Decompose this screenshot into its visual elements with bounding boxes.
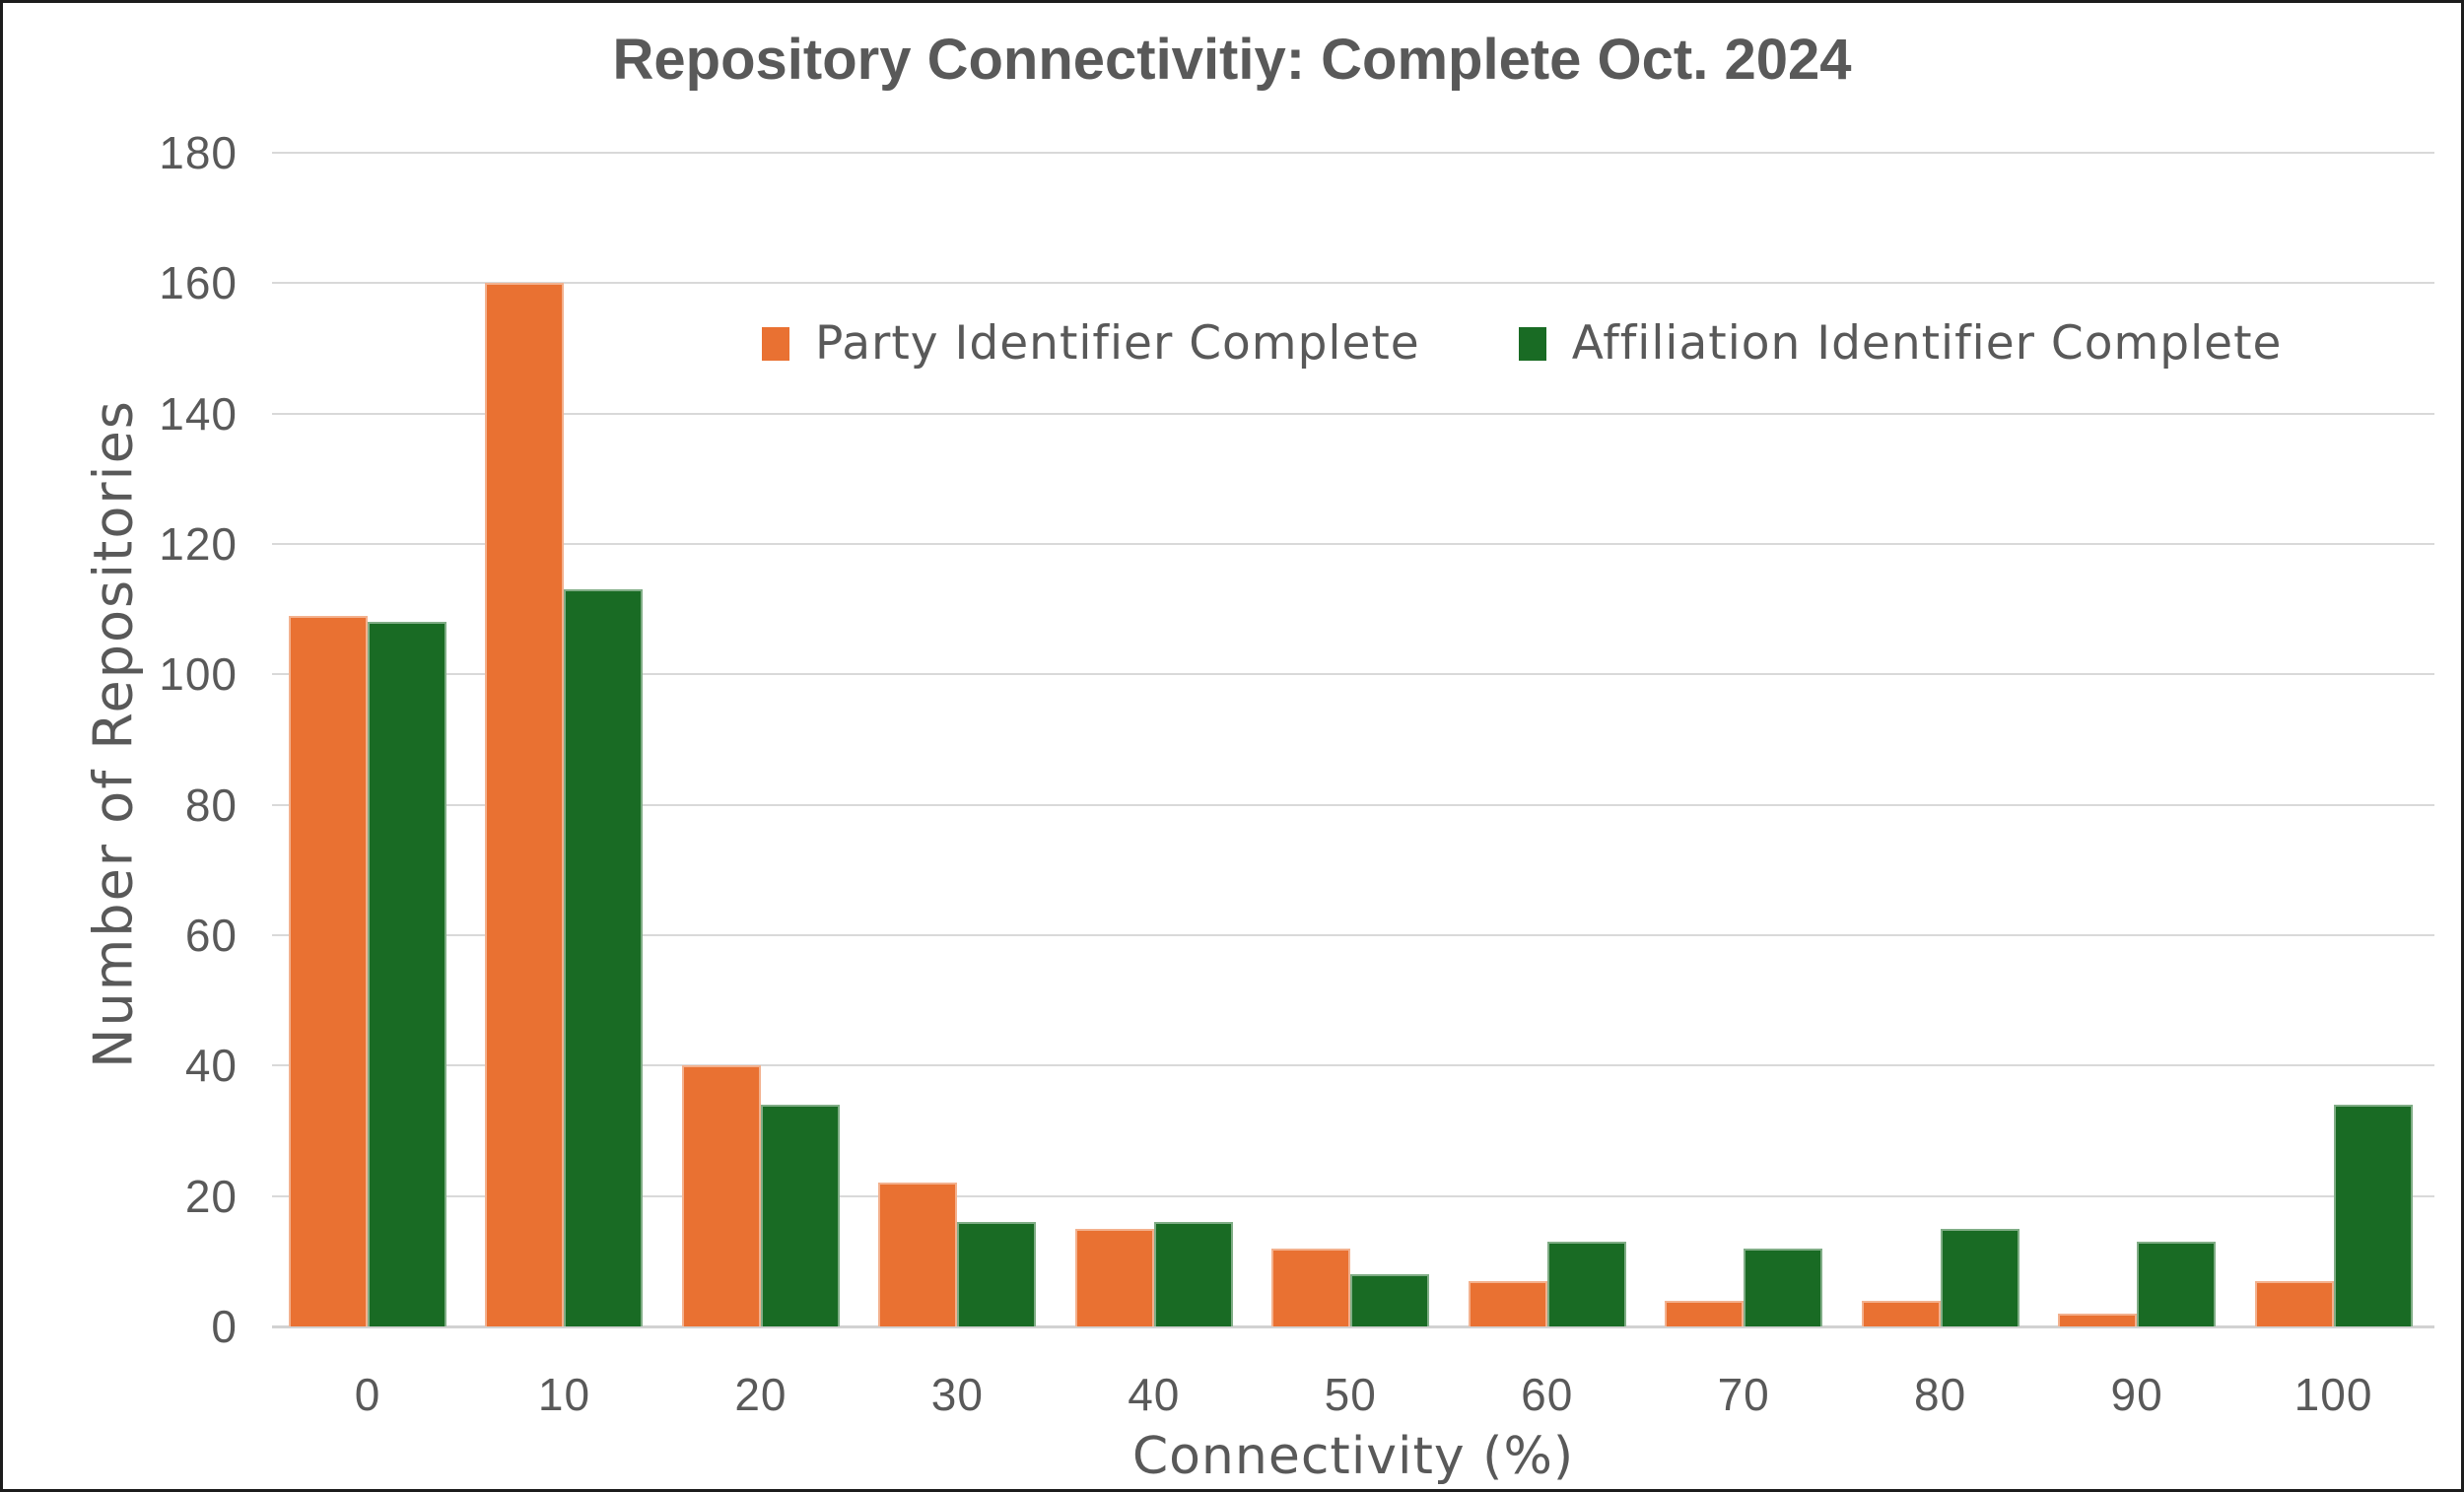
- x-axis-title: Connectivity (%): [1131, 1427, 1575, 1486]
- x-tick-label-70: 70: [1717, 1369, 1770, 1420]
- bar-party-identifier-complete-0: [289, 615, 368, 1326]
- x-axis-line: [272, 1325, 2434, 1328]
- bar-party-identifier-complete-70: [1665, 1300, 1745, 1326]
- gridline-160: [272, 282, 2434, 285]
- bar-party-identifier-complete-50: [1271, 1248, 1351, 1326]
- bar-party-identifier-complete-20: [681, 1065, 761, 1326]
- gridline-120: [272, 543, 2434, 545]
- chart-title: Repository Connectivitiy: Complete Oct. …: [612, 28, 1852, 92]
- gridline-20: [272, 1194, 2434, 1197]
- x-tick-label-0: 0: [354, 1369, 381, 1420]
- y-axis-tick-labels: 0 20 40 60 80 100 120 140 160 180: [3, 127, 238, 1352]
- bar-party-identifier-complete-40: [1074, 1228, 1154, 1326]
- legend-label: Party Identifier Complete: [815, 316, 1420, 371]
- y-tick-label-100: 100: [159, 648, 238, 701]
- x-tick-label-20: 20: [734, 1369, 787, 1420]
- y-tick-label-120: 120: [159, 518, 238, 570]
- legend-item-affiliation-identifier-complete: Affiliation Identifier Complete: [1518, 316, 2283, 371]
- plot-area: [272, 152, 2434, 1328]
- y-tick-label-0: 0: [211, 1301, 238, 1352]
- x-tick-label-40: 40: [1128, 1369, 1181, 1420]
- y-tick-label-40: 40: [184, 1040, 238, 1092]
- x-tick-label-50: 50: [1324, 1369, 1377, 1420]
- gridline-80: [272, 803, 2434, 806]
- legend-item-party-identifier-complete: Party Identifier Complete: [762, 316, 1420, 371]
- bar-party-identifier-complete-30: [878, 1183, 958, 1326]
- bar-affiliation-identifier-complete-90: [2137, 1241, 2217, 1326]
- bar-affiliation-identifier-complete-60: [1546, 1241, 1626, 1326]
- gridline-40: [272, 1064, 2434, 1067]
- y-tick-label-20: 20: [184, 1170, 238, 1222]
- legend: Party Identifier Complete Affiliation Id…: [762, 316, 2282, 371]
- legend-label: Affiliation Identifier Complete: [1571, 316, 2283, 371]
- bar-affiliation-identifier-complete-30: [957, 1222, 1037, 1326]
- y-tick-label-140: 140: [159, 387, 238, 440]
- gridline-180: [272, 152, 2434, 154]
- y-tick-label-80: 80: [184, 779, 238, 831]
- x-tick-label-100: 100: [2293, 1369, 2373, 1420]
- y-tick-label-180: 180: [159, 127, 238, 178]
- bar-affiliation-identifier-complete-0: [368, 622, 446, 1326]
- gridline-100: [272, 673, 2434, 676]
- x-tick-label-10: 10: [537, 1369, 591, 1420]
- bar-party-identifier-complete-60: [1468, 1280, 1547, 1326]
- bar-party-identifier-complete-80: [1861, 1300, 1941, 1326]
- legend-swatch-green: [1518, 326, 1546, 361]
- bar-affiliation-identifier-complete-20: [760, 1105, 840, 1326]
- bar-affiliation-identifier-complete-10: [564, 589, 644, 1326]
- bar-affiliation-identifier-complete-80: [1940, 1228, 2019, 1326]
- gridline-140: [272, 412, 2434, 415]
- bar-affiliation-identifier-complete-70: [1744, 1248, 1823, 1326]
- bar-affiliation-identifier-complete-100: [2333, 1105, 2413, 1326]
- bar-party-identifier-complete-10: [485, 283, 565, 1326]
- bar-party-identifier-complete-90: [2058, 1313, 2138, 1326]
- bar-affiliation-identifier-complete-50: [1350, 1274, 1430, 1326]
- x-tick-label-30: 30: [930, 1369, 984, 1420]
- legend-swatch-orange: [762, 326, 789, 361]
- x-tick-label-60: 60: [1521, 1369, 1574, 1420]
- gridline-60: [272, 934, 2434, 936]
- y-tick-label-60: 60: [184, 910, 238, 961]
- x-tick-label-80: 80: [1914, 1369, 1967, 1420]
- y-tick-label-160: 160: [159, 257, 238, 309]
- x-tick-label-90: 90: [2110, 1369, 2163, 1420]
- bar-party-identifier-complete-100: [2254, 1280, 2334, 1326]
- bar-affiliation-identifier-complete-40: [1153, 1222, 1233, 1326]
